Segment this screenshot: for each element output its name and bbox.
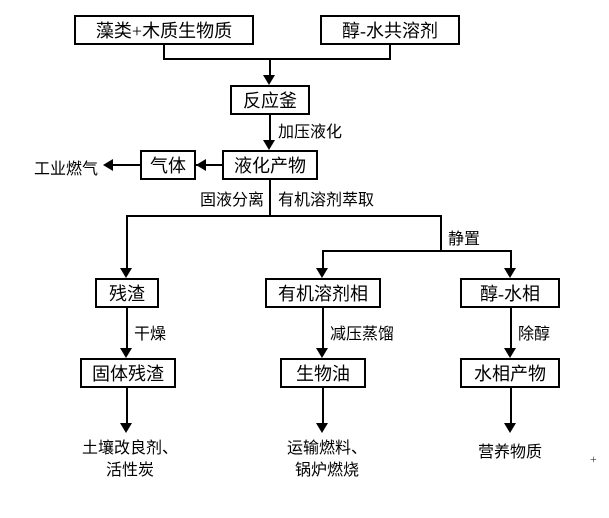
- line-solid-term: [126, 388, 128, 424]
- line-residue-down: [126, 308, 128, 349]
- arrow-to-aqueous: [504, 348, 516, 358]
- residue-box: 残渣: [95, 278, 159, 308]
- gas-box: 气体: [140, 150, 196, 180]
- line-main-split: [126, 215, 442, 217]
- line-settle-split: [322, 250, 512, 252]
- arrow-to-bio-oil: [316, 348, 328, 358]
- arrow-to-organic: [316, 268, 328, 278]
- line-merge-down: [269, 58, 271, 76]
- line-bio-term: [322, 388, 324, 424]
- line-aqueous-term: [510, 388, 512, 424]
- arrow-to-residue: [120, 268, 132, 278]
- label-settle: 静置: [448, 225, 480, 249]
- arrow-bio-term: [316, 423, 328, 433]
- liquefied-box: 液化产物: [222, 150, 318, 180]
- label-press-liquefy: 加压液化: [278, 118, 342, 142]
- reactor-box: 反应釜: [230, 85, 310, 115]
- solid-residue-box: 固体残渣: [80, 358, 176, 388]
- arrow-to-alcohol: [504, 268, 516, 278]
- arrow-to-reactor: [263, 75, 275, 85]
- line-right-down1: [440, 215, 442, 250]
- label-organic-extract: 有机溶剂萃取: [278, 186, 374, 210]
- label-solid-liquid-sep: 固液分离: [200, 186, 264, 210]
- input-left-box: 藻类+木质生物质: [74, 15, 254, 45]
- arrow-aqueous-term: [504, 423, 516, 433]
- line-to-residue: [126, 215, 128, 269]
- alcohol-water-box: 醇-水相: [460, 278, 560, 308]
- bio-oil-box: 生物油: [280, 358, 366, 388]
- arrow-to-gas: [196, 159, 206, 171]
- arrow-solid-term: [120, 423, 132, 433]
- arrow-to-liquefied: [263, 140, 275, 150]
- terminal-soil-carbon: 土壤改良剂、 活性炭: [80, 438, 180, 483]
- label-remove-alcohol: 除醇: [518, 320, 550, 344]
- input-right-box: 醇-水共溶剂: [320, 15, 460, 45]
- line-inputs-merge: [163, 58, 391, 60]
- line-organic-down: [322, 308, 324, 349]
- line-liquefied-down: [269, 180, 271, 215]
- label-drying: 干燥: [134, 320, 166, 344]
- line-reactor-down: [269, 115, 271, 141]
- corner-mark: +: [590, 452, 597, 467]
- organic-phase-box: 有机溶剂相: [265, 278, 381, 308]
- terminal-industrial-gas: 工业燃气: [34, 155, 98, 179]
- arrow-to-solid: [120, 348, 132, 358]
- aqueous-product-box: 水相产物: [460, 358, 560, 388]
- terminal-fuel-boiler: 运输燃料、 锅炉燃烧: [282, 438, 372, 483]
- line-alcohol-down: [510, 308, 512, 349]
- terminal-nutrients: 营养物质: [478, 438, 542, 462]
- line-to-organic: [322, 250, 324, 269]
- arrow-to-industrial-gas: [103, 159, 113, 171]
- label-vacuum-distill: 减压蒸馏: [330, 320, 394, 344]
- line-to-industrial-gas: [112, 164, 140, 166]
- line-to-alcohol: [510, 250, 512, 269]
